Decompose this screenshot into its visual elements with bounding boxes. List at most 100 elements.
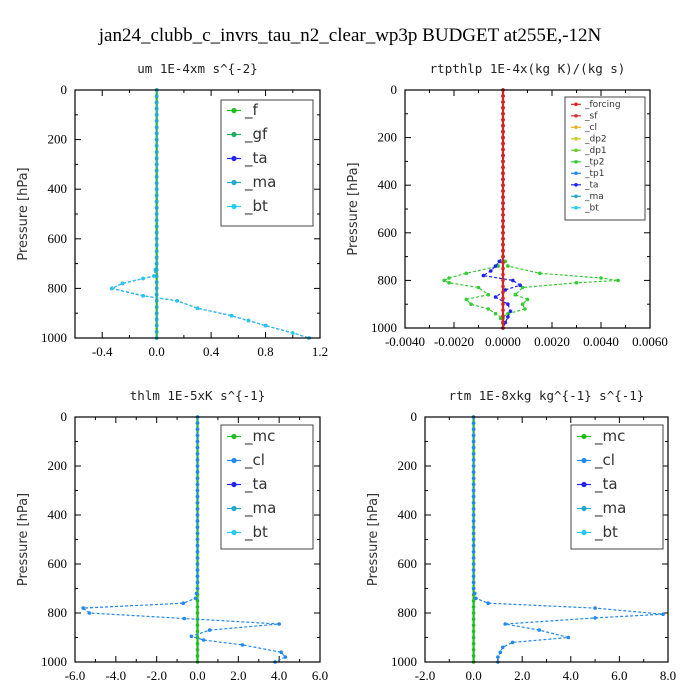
data-point	[471, 427, 476, 432]
y-tick-label: 200	[48, 132, 68, 147]
data-point	[120, 281, 125, 286]
data-point	[501, 141, 505, 146]
data-point	[661, 612, 665, 616]
data-point	[501, 195, 505, 199]
legend-swatch-marker	[231, 131, 237, 138]
data-point	[154, 206, 159, 210]
data-point	[501, 278, 505, 283]
data-point	[471, 635, 476, 640]
y-axis-label: Pressure [hPa]	[16, 493, 31, 586]
legend-entry: _ma	[227, 173, 276, 192]
data-point	[501, 207, 505, 211]
data-point	[501, 320, 505, 324]
y-axis-label: Pressure [hPa]	[346, 162, 361, 255]
data-point	[291, 331, 295, 335]
legend-entry: _sf	[571, 112, 598, 122]
x-tick-label: 2.0	[230, 668, 246, 683]
legend-label: _ta	[244, 475, 268, 494]
legend-entry: _gf	[227, 125, 268, 144]
data-point	[195, 494, 200, 499]
legend-label: _sf	[584, 112, 598, 122]
data-point	[154, 131, 159, 136]
figure-title: jan24_clubb_c_invrs_tau_n2_clear_wp3p BU…	[98, 25, 602, 46]
legend-swatch-marker	[574, 171, 578, 176]
legend-label: _mc	[594, 427, 625, 446]
data-point	[496, 264, 500, 268]
legend-swatch-marker	[581, 433, 587, 440]
data-point	[471, 464, 476, 468]
data-point	[471, 611, 476, 615]
legend-swatch-marker	[231, 107, 237, 114]
y-tick-label: 800	[48, 605, 68, 620]
data-point	[489, 269, 493, 273]
data-point	[511, 278, 515, 283]
data-point	[501, 308, 505, 312]
legend-label: _ta	[244, 149, 268, 168]
data-point	[501, 129, 505, 134]
legend-entry: _mc	[227, 427, 275, 446]
data-point	[154, 311, 159, 316]
data-point	[195, 488, 200, 493]
y-tick-label: 0	[391, 82, 398, 97]
data-point	[195, 427, 200, 432]
legend: _forcing _sf_cl _dp2_dp1 _tp2_tp1 _ta_ma _bt	[564, 96, 646, 221]
legend-label: _bt	[244, 523, 268, 542]
data-point	[508, 309, 513, 314]
data-point	[263, 323, 268, 328]
data-point	[501, 189, 505, 193]
data-point	[154, 193, 159, 198]
x-tick-label: 0.0	[189, 668, 205, 683]
data-point	[154, 106, 159, 111]
data-point	[471, 470, 476, 474]
data-point	[471, 439, 476, 444]
data-point	[471, 488, 476, 493]
data-point	[195, 648, 200, 652]
legend-label: _bt	[584, 204, 599, 214]
data-point	[154, 274, 159, 278]
data-point	[501, 260, 505, 265]
y-tick-label: 400	[398, 507, 418, 522]
legend-swatch-marker	[574, 194, 578, 199]
x-tick-label: -0.4	[92, 344, 113, 359]
data-point	[154, 249, 159, 253]
legend-swatch-marker	[231, 457, 237, 464]
data-point	[193, 596, 198, 601]
legend-swatch-marker	[574, 102, 578, 107]
data-point	[154, 237, 159, 241]
data-point	[110, 286, 114, 291]
y-tick-label: 200	[48, 458, 68, 473]
data-point	[141, 276, 145, 281]
data-point	[152, 274, 156, 278]
plot-frame	[404, 89, 651, 329]
data-point	[195, 452, 200, 456]
data-point	[525, 297, 530, 302]
data-point	[195, 537, 200, 542]
data-point	[154, 113, 159, 117]
data-point	[195, 599, 200, 603]
data-point	[501, 272, 505, 277]
data-point	[195, 433, 200, 438]
legend-label: _ma	[244, 173, 276, 192]
y-tick-label: 600	[398, 556, 418, 571]
data-point	[471, 543, 476, 548]
legend: _mc _cl _ta _ma _bt	[220, 424, 314, 550]
data-point	[501, 219, 505, 223]
legend-entry: _bt	[577, 523, 618, 542]
legend-label: _ta	[594, 475, 618, 494]
data-point	[574, 281, 579, 285]
legend-box	[570, 424, 664, 550]
legend-entry: _tp1	[571, 169, 604, 179]
data-point	[501, 147, 505, 152]
data-point	[81, 606, 85, 610]
data-point	[471, 574, 476, 579]
legend-entry: _ma	[571, 192, 604, 202]
data-point	[277, 622, 282, 626]
data-point	[194, 591, 199, 596]
x-tick-label: 0.8	[257, 344, 273, 359]
legend-entry: _ta	[571, 181, 599, 191]
data-point	[141, 294, 145, 298]
data-point	[279, 650, 284, 654]
legend-label: _f	[244, 101, 259, 120]
panel-title: um 1E-4xm s^{-2}	[137, 61, 257, 76]
data-point	[471, 494, 476, 499]
